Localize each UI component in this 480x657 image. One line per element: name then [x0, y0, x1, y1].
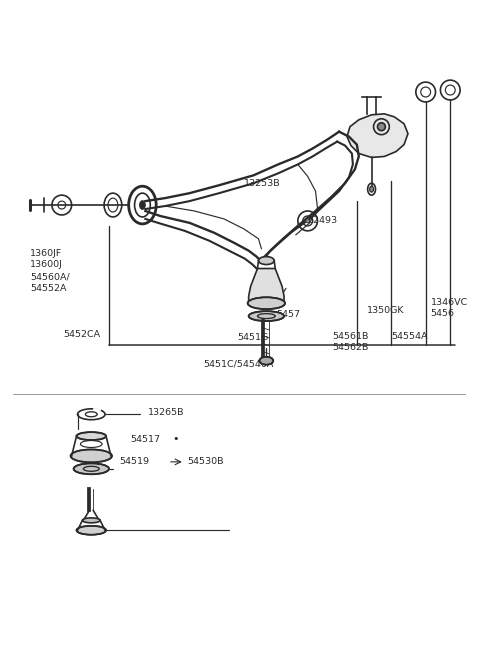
Polygon shape [347, 114, 408, 158]
Text: 5451G: 5451G [237, 333, 268, 342]
Ellipse shape [370, 186, 373, 192]
Ellipse shape [73, 463, 109, 474]
Ellipse shape [71, 449, 112, 463]
Text: 13265B: 13265B [148, 408, 185, 417]
Text: 54554A: 54554A [391, 332, 428, 341]
Text: 1360JF
13600J: 1360JF 13600J [30, 249, 63, 269]
Ellipse shape [249, 311, 284, 321]
Text: 54517: 54517 [131, 434, 161, 443]
Text: 1350GK: 1350GK [367, 306, 404, 315]
Circle shape [377, 123, 385, 131]
Text: 54560A/
54552A: 54560A/ 54552A [30, 273, 70, 292]
Text: 5452CA: 5452CA [64, 330, 101, 339]
Ellipse shape [260, 357, 273, 365]
Ellipse shape [248, 297, 285, 309]
Text: 62493: 62493 [308, 216, 338, 225]
Ellipse shape [83, 518, 100, 523]
Text: 5457: 5457 [276, 310, 300, 319]
Text: 13253B: 13253B [244, 179, 280, 189]
Ellipse shape [76, 526, 106, 535]
Text: 54530B: 54530B [188, 457, 224, 466]
Ellipse shape [140, 200, 145, 210]
Ellipse shape [76, 432, 106, 440]
Ellipse shape [259, 257, 274, 265]
Text: 5451C/54540A: 5451C/54540A [204, 360, 274, 369]
Text: 54519: 54519 [119, 457, 149, 466]
Text: 1346VC
5456: 1346VC 5456 [431, 298, 468, 319]
Text: 54561B
54562B: 54561B 54562B [332, 332, 369, 352]
Ellipse shape [306, 219, 310, 223]
Text: •: • [172, 434, 179, 444]
Polygon shape [249, 269, 284, 304]
